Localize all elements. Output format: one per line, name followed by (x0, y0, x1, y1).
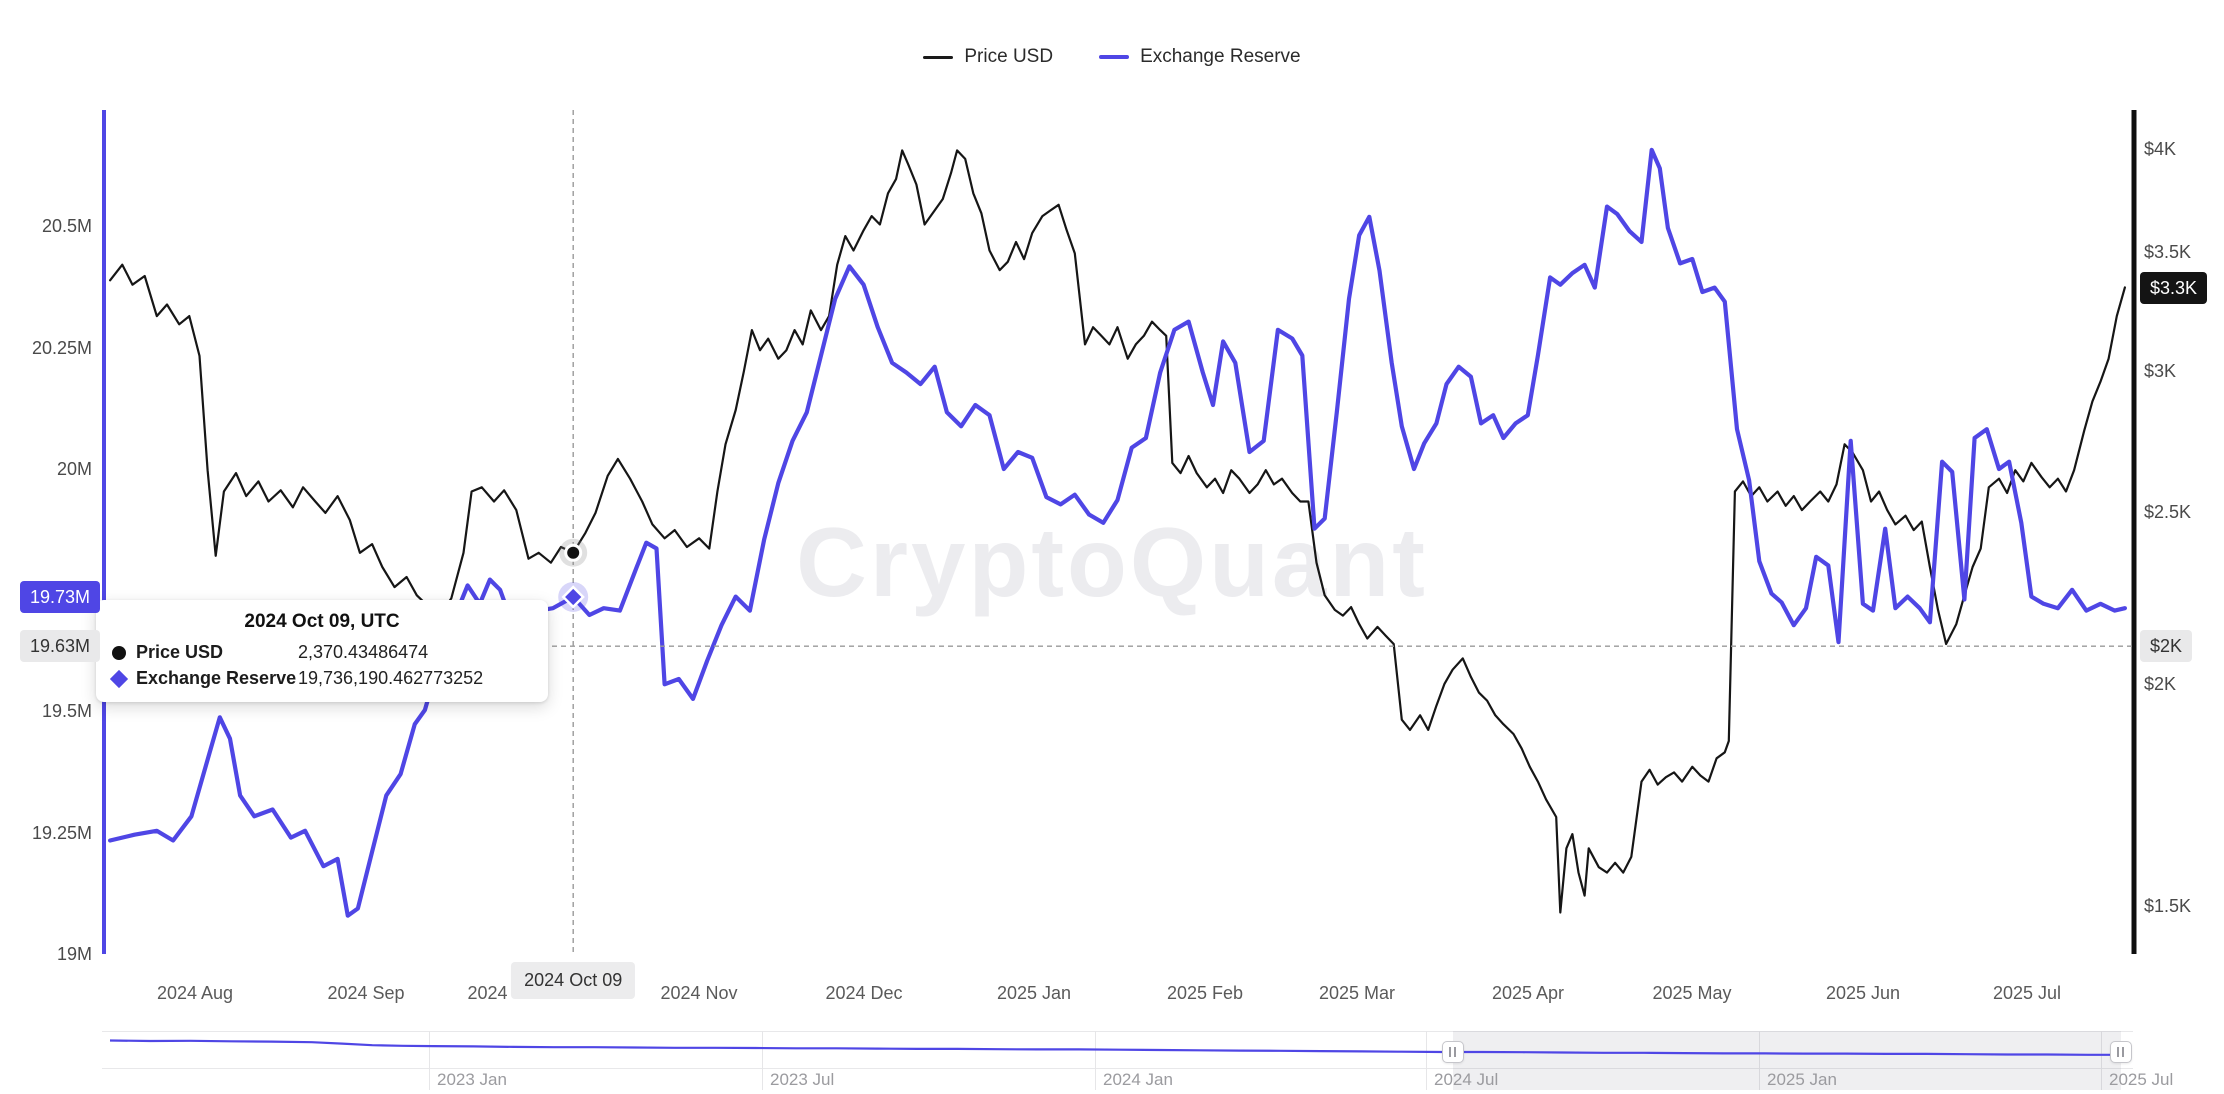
x-axis-tick: 2025 Feb (1166, 983, 1244, 1003)
tooltip-price-value: 2,370.43486474 (298, 642, 429, 662)
left-axis-tick: 20.25M (31, 338, 92, 358)
right-axis-tick: $1.5K (2144, 896, 2192, 916)
legend-item-price-usd[interactable]: Price USD (923, 46, 1053, 68)
right-axis-tick: $4K (2144, 139, 2177, 159)
price-usd-series-line (108, 149, 2126, 914)
exchange-reserve-series-line (107, 147, 2127, 918)
left-axis-tick: 20M (56, 459, 92, 479)
navigator-label: 2024 Jul (1434, 1070, 1499, 1089)
left-axis-tick: 19M (56, 944, 92, 964)
x-axis-tick: 2024 Nov (660, 983, 738, 1003)
reserve-line-swatch (1099, 55, 1130, 59)
crosshair-date-badge: 2024 Oct 09 (511, 962, 636, 999)
navigator-label: 2024 Jan (1103, 1070, 1173, 1089)
reserve-marker-icon (109, 669, 129, 688)
right-crosshair-badge: $2K (2140, 630, 2193, 663)
legend: Price USD Exchange Reserve (0, 46, 2224, 68)
navigator-bottom-border (102, 1068, 2133, 1069)
tooltip-title: 2024 Oct 09, UTC (244, 611, 400, 632)
navigator-label: 2025 Jan (1767, 1070, 1837, 1089)
right-axis-tick: $3K (2144, 361, 2177, 381)
x-axis-tick: 2024 Aug (156, 983, 234, 1003)
navigator-gridline (1426, 1031, 1427, 1090)
price-marker-icon (112, 645, 126, 660)
tooltip-reserve-value: 19,736,190.462773252 (298, 668, 484, 688)
reserve-marker (561, 585, 585, 609)
navigator-gridline (1095, 1031, 1096, 1090)
x-axis-tick: 2025 May (1652, 983, 1732, 1003)
navigator-handle-left[interactable] (1441, 1041, 1464, 1063)
navigator-label: 2023 Jan (437, 1070, 507, 1089)
x-axis-tick: 2025 Jan (996, 983, 1072, 1003)
left-axis-tick: 19.5M (41, 701, 92, 721)
reserve-value-badge: 19.73M (19, 580, 100, 613)
navigator-handle-right[interactable] (2109, 1041, 2132, 1063)
navigator-top-border (102, 1031, 2133, 1032)
right-axis-tick: $2.5K (2144, 502, 2192, 522)
x-axis-tick: 2025 Jun (1825, 983, 1901, 1003)
right-axis-tick: $2K (2144, 674, 2177, 694)
right-axis-tick: $3.5K (2144, 242, 2192, 262)
left-axis-tick: 19.25M (31, 823, 92, 843)
x-axis-tick: 2025 Jul (1992, 983, 2062, 1003)
left-crosshair-badge: 19.63M (19, 630, 100, 663)
price-marker (564, 543, 583, 562)
legend-label-price-usd: Price USD (964, 46, 1054, 67)
navigator-gridline (2101, 1031, 2102, 1090)
price-line-swatch (923, 55, 954, 59)
tooltip-row-reserve: Exchange Reserve 19,736,190.462773252 (109, 668, 532, 689)
navigator-selection[interactable] (1452, 1031, 2121, 1090)
left-axis-tick: 20.5M (41, 216, 92, 236)
legend-item-exchange-reserve[interactable]: Exchange Reserve (1099, 46, 1301, 68)
tooltip: 2024 Oct 09, UTC Price USD 2,370.4348647… (96, 600, 548, 702)
navigator-gridline (1759, 1031, 1760, 1090)
navigator-label: 2023 Jul (770, 1070, 835, 1089)
tooltip-reserve-label: Exchange Reserve (136, 668, 297, 688)
navigator-gridline (762, 1031, 763, 1090)
x-axis-tick: 2024 Dec (825, 983, 903, 1003)
x-axis-tick: 2025 Apr (1491, 983, 1565, 1003)
navigator-series-line (109, 1039, 2128, 1056)
x-axis-tick: 2024 Sep (327, 983, 405, 1003)
tooltip-row-price: Price USD 2,370.43486474 (112, 642, 532, 663)
tooltip-price-label: Price USD (136, 642, 224, 662)
last-price-badge: $3.3K (2140, 272, 2208, 305)
legend-label-exchange-reserve: Exchange Reserve (1140, 46, 1301, 67)
navigator-gridline (429, 1031, 430, 1090)
x-axis-tick: 2025 Mar (1318, 983, 1396, 1003)
navigator-label: 2025 Jul (2109, 1070, 2174, 1089)
